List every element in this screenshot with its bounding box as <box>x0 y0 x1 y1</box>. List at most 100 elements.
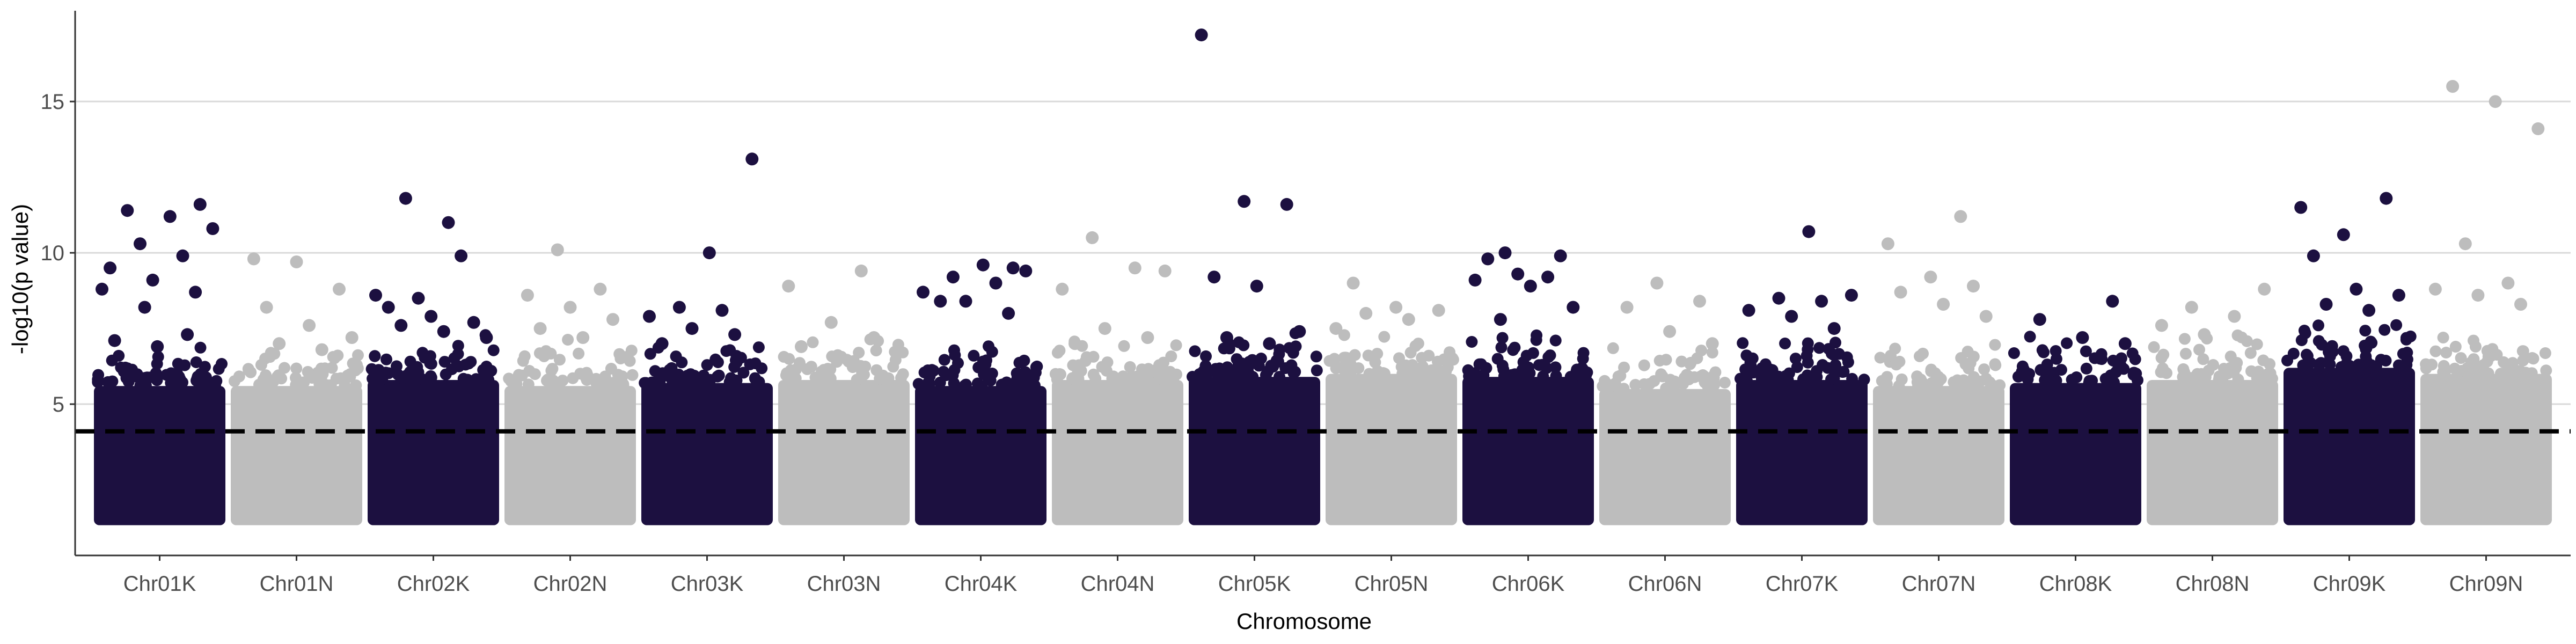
point <box>194 341 207 354</box>
point <box>918 367 931 379</box>
point <box>1858 374 1870 386</box>
point-band-Chr02K <box>368 379 499 525</box>
point <box>557 375 569 387</box>
point <box>2429 345 2442 357</box>
x-tick-label-Chr01K: Chr01K <box>123 572 196 596</box>
point <box>947 369 959 381</box>
peak-point <box>564 301 577 314</box>
point <box>1735 372 1746 385</box>
x-tick-label-Chr05K: Chr05K <box>1218 572 1291 596</box>
point <box>971 377 984 390</box>
point <box>1073 359 1085 371</box>
point-band-Chr03N <box>778 379 910 525</box>
point <box>1480 362 1492 374</box>
point <box>1885 349 1897 362</box>
point <box>782 370 794 383</box>
point <box>465 356 477 368</box>
point <box>412 372 424 384</box>
peak-point <box>425 310 438 323</box>
point <box>744 358 756 370</box>
x-tick-label-Chr09N: Chr09N <box>2449 572 2523 596</box>
chromosome-group-Chr08K <box>2008 295 2143 525</box>
point <box>290 379 302 391</box>
point <box>1801 349 1813 362</box>
peak-point <box>2033 313 2046 326</box>
point <box>1410 363 1422 375</box>
point <box>2281 354 2293 367</box>
point <box>879 373 891 385</box>
peak-point <box>1086 231 1099 244</box>
peak-point <box>260 301 273 314</box>
peak-point <box>108 334 121 347</box>
peak-point <box>2428 282 2442 296</box>
point-band-Chr09K <box>2284 368 2415 525</box>
point <box>912 378 925 390</box>
peak-point <box>917 286 930 299</box>
point <box>1200 350 1212 362</box>
point <box>948 344 960 356</box>
point <box>151 374 163 386</box>
point <box>859 361 872 372</box>
point <box>268 348 281 360</box>
point <box>1262 365 1274 377</box>
peak-point <box>442 216 455 229</box>
point <box>1567 371 1579 383</box>
point <box>1416 352 1428 364</box>
point <box>1914 350 1926 362</box>
point <box>1218 342 1230 355</box>
point <box>118 365 130 378</box>
point <box>1362 349 1374 362</box>
peak-point <box>1772 291 1785 305</box>
point <box>2297 359 2309 371</box>
point <box>1638 359 1650 371</box>
point <box>522 378 535 391</box>
peak-point <box>1494 313 1507 326</box>
peak-point <box>1567 301 1580 314</box>
point <box>2312 358 2325 370</box>
point <box>1404 347 1417 359</box>
point <box>1274 371 1285 383</box>
point <box>1828 372 1840 385</box>
point <box>1761 371 1774 383</box>
peak-point <box>1511 267 1525 281</box>
point <box>2252 365 2265 378</box>
point <box>275 372 288 385</box>
point <box>938 354 950 366</box>
point <box>1653 355 1666 367</box>
point <box>2312 319 2324 332</box>
point <box>1978 363 1990 376</box>
point <box>2080 362 2092 375</box>
peak-point <box>2471 289 2485 302</box>
point <box>2041 358 2053 371</box>
point <box>644 348 656 360</box>
peak-point <box>1293 325 1306 338</box>
point <box>1425 364 1438 376</box>
point <box>1087 350 1100 363</box>
x-tick-label-Chr08K: Chr08K <box>2039 572 2112 596</box>
point-band-Chr01N <box>231 386 362 525</box>
peak-point <box>521 289 534 302</box>
point <box>1896 373 1908 385</box>
point <box>2197 353 2209 365</box>
peak-point <box>2531 122 2545 135</box>
peak-point <box>412 291 425 305</box>
point <box>619 351 631 363</box>
peak-point <box>1693 295 1706 308</box>
peak-point <box>2155 319 2168 332</box>
point <box>1685 356 1697 369</box>
point <box>1124 361 1136 373</box>
peak-point <box>1541 270 1555 284</box>
point <box>1444 346 1455 358</box>
point-band-Chr06N <box>1599 389 1731 525</box>
point <box>1053 345 1066 357</box>
point <box>1817 359 1829 371</box>
point <box>1285 359 1298 371</box>
point <box>1466 336 1478 348</box>
point <box>1783 367 1795 379</box>
point <box>190 356 202 368</box>
point <box>1989 339 2001 351</box>
point <box>1527 347 1539 359</box>
point <box>1287 347 1299 359</box>
peak-point <box>382 301 395 314</box>
